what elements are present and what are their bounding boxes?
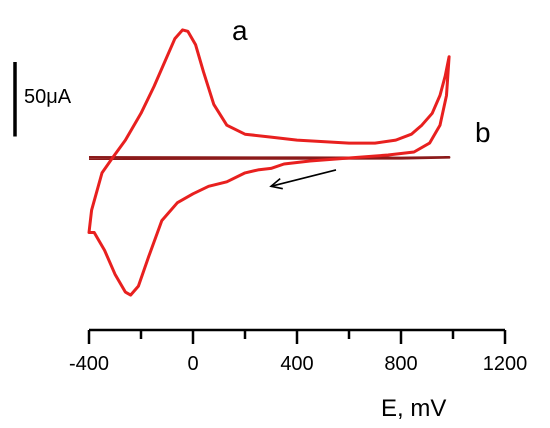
scale-bar-label: 50μA xyxy=(24,86,72,108)
curve-b xyxy=(88,156,451,160)
arrow-head xyxy=(269,177,283,190)
x-axis-title: E, mV xyxy=(381,395,446,422)
x-axis: -400 0 400 800 1200 E, mV xyxy=(69,328,527,422)
curve-label-a: a xyxy=(232,15,248,46)
plot-area xyxy=(87,28,451,297)
x-tick-label: -400 xyxy=(69,353,109,375)
direction-arrow xyxy=(269,169,337,190)
curve-a xyxy=(87,28,451,297)
curve-label-b: b xyxy=(475,117,491,148)
x-tick-label: 0 xyxy=(187,353,198,375)
arrow-shaft xyxy=(270,169,337,188)
current-scale-bar: 50μA xyxy=(13,62,72,137)
x-tick-label: 800 xyxy=(384,353,417,375)
x-ticks: -400 0 400 800 1200 xyxy=(69,330,527,375)
x-tick-label: 400 xyxy=(280,353,313,375)
x-tick-label: 1200 xyxy=(483,353,528,375)
